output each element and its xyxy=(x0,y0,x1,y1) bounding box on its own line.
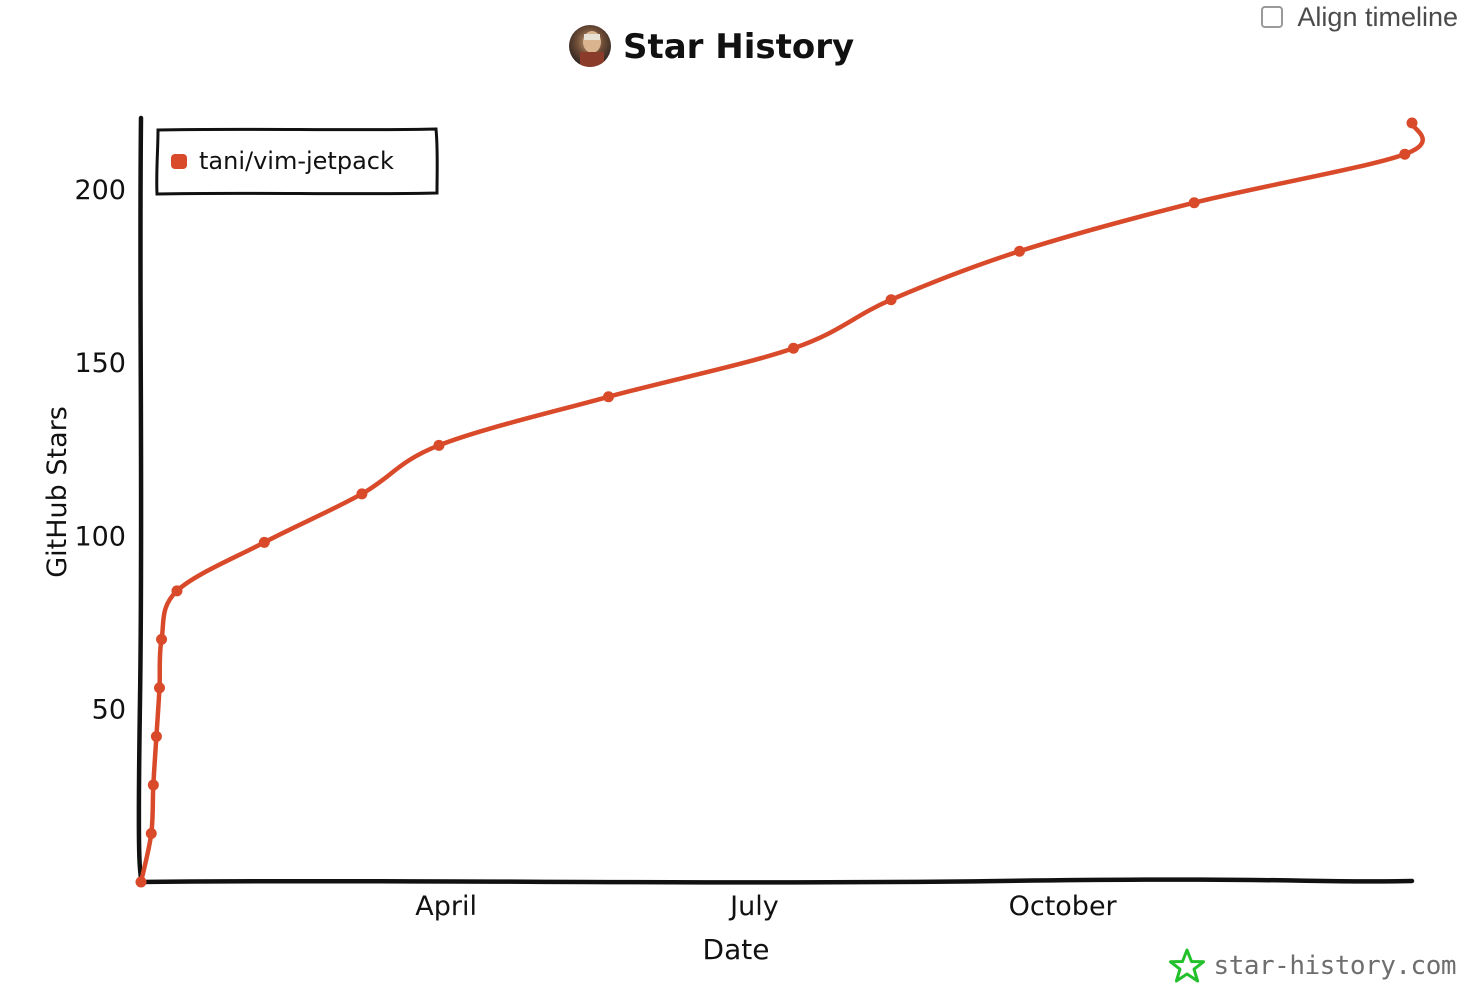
y-axis-label: GitHub Stars xyxy=(42,406,73,578)
y-tick-labels: 50 100 150 200 xyxy=(74,175,126,726)
data-point[interactable] xyxy=(603,391,615,403)
y-tick-label: 200 xyxy=(74,175,126,206)
data-point[interactable] xyxy=(156,633,168,645)
data-point[interactable] xyxy=(1014,245,1026,257)
brand-text: star-history.com xyxy=(1213,951,1457,981)
data-point[interactable] xyxy=(433,439,445,451)
align-timeline-toggle[interactable]: Align timeline xyxy=(1261,0,1458,34)
legend-box xyxy=(155,127,439,196)
legend-swatch xyxy=(171,154,187,169)
x-tick-labels: April July October xyxy=(415,891,1117,922)
chart-title-group: Star History xyxy=(569,25,854,67)
data-point[interactable] xyxy=(147,779,159,791)
y-tick-label: 50 xyxy=(92,695,126,726)
data-point[interactable] xyxy=(135,876,147,888)
y-tick-label: 150 xyxy=(74,348,126,379)
series-line-tani-vim-jetpack xyxy=(138,120,1425,885)
data-point[interactable] xyxy=(356,488,368,500)
data-point[interactable] xyxy=(153,682,165,694)
legend-label: tani/vim-jetpack xyxy=(199,147,394,175)
data-point[interactable] xyxy=(1399,148,1411,160)
x-tick-label: October xyxy=(1009,891,1118,922)
legend[interactable]: tani/vim-jetpack xyxy=(155,127,439,196)
y-axis xyxy=(136,115,144,886)
star-history-brand[interactable]: star-history.com xyxy=(1168,946,1457,986)
data-point[interactable] xyxy=(145,827,157,839)
align-timeline-label: Align timeline xyxy=(1297,1,1458,32)
data-point[interactable] xyxy=(1406,117,1418,129)
x-axis xyxy=(136,877,1415,885)
x-axis-label: Date xyxy=(703,933,770,966)
data-point[interactable] xyxy=(885,294,897,306)
align-timeline-checkbox[interactable] xyxy=(1261,6,1284,28)
x-tick-label: July xyxy=(728,891,779,922)
data-point[interactable] xyxy=(258,536,270,548)
series-points xyxy=(135,117,1418,888)
data-point[interactable] xyxy=(1188,197,1200,209)
y-tick-label: 100 xyxy=(74,521,126,552)
chart-title: Star History xyxy=(623,27,854,67)
data-point[interactable] xyxy=(150,730,162,742)
x-tick-label: April xyxy=(415,891,477,922)
star-icon xyxy=(1168,948,1205,983)
data-point[interactable] xyxy=(171,585,183,597)
data-point[interactable] xyxy=(787,342,799,354)
avatar xyxy=(569,25,611,67)
